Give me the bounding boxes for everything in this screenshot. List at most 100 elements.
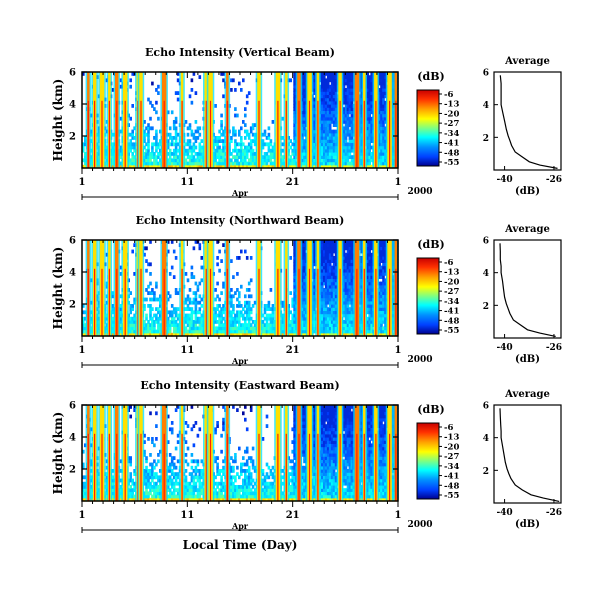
y-tick-label: 2 bbox=[69, 132, 76, 143]
profile-line bbox=[499, 408, 560, 502]
rain-column-peak bbox=[94, 433, 96, 501]
rain-column-peak bbox=[226, 100, 228, 168]
colorbar bbox=[416, 257, 440, 335]
profile-y-tick-label: 6 bbox=[483, 237, 489, 247]
profile-line bbox=[499, 75, 558, 169]
rain-column-peak bbox=[308, 100, 311, 168]
x-tick-label: 11 bbox=[180, 345, 194, 356]
rain-column-peak bbox=[389, 268, 391, 336]
rain-column-peak bbox=[209, 433, 212, 501]
colorbar-tick-label: -48 bbox=[444, 148, 459, 158]
rain-column-peak bbox=[356, 268, 358, 336]
y-axis-label: Height (km) bbox=[51, 412, 65, 495]
heatmap-cells bbox=[82, 405, 399, 502]
rain-column-peak bbox=[205, 268, 207, 336]
rain-column-peak bbox=[356, 433, 358, 501]
profile-x-tick-label: -26 bbox=[546, 343, 562, 353]
rain-column-peak bbox=[258, 100, 260, 168]
rain-column-peak bbox=[395, 433, 397, 501]
rain-column-peak bbox=[87, 433, 89, 501]
colorbar-label: (dB) bbox=[417, 238, 444, 251]
profile-y-tick-label: 4 bbox=[483, 269, 489, 279]
rain-column-peak bbox=[101, 268, 103, 336]
rain-column-peak bbox=[116, 433, 118, 501]
y-tick-label: 4 bbox=[69, 433, 76, 444]
rain-column-peak bbox=[163, 268, 165, 336]
heatmap-panel-2: Echo Intensity (Northward Beam) Height (k… bbox=[51, 214, 459, 368]
profile-line bbox=[499, 243, 556, 337]
month-label: Apr bbox=[231, 356, 249, 366]
rain-column-peak bbox=[317, 268, 319, 336]
colorbar-tick-label: -13 bbox=[444, 433, 459, 443]
y-tick-label: 2 bbox=[69, 465, 76, 476]
rain-column-peak bbox=[140, 268, 142, 336]
colorbar-tick-label: -34 bbox=[444, 129, 459, 139]
profile-frame bbox=[493, 404, 562, 504]
rain-column-peak bbox=[140, 433, 142, 501]
year-label: 2000 bbox=[407, 355, 432, 365]
rain-column-peak bbox=[389, 100, 391, 168]
profile-x-tick-label: -26 bbox=[546, 508, 562, 518]
rain-column-peak bbox=[226, 433, 228, 501]
colorbar-tick-label: -20 bbox=[444, 442, 459, 452]
rain-column-peak bbox=[258, 268, 260, 336]
rain-column-peak bbox=[363, 268, 365, 336]
rain-column-peak bbox=[298, 433, 300, 501]
profile-x-label: (dB) bbox=[515, 186, 540, 197]
average-profile-3: Average 2 4 6 -40 -26 (dB) bbox=[483, 389, 562, 530]
profile-y-tick-label: 6 bbox=[483, 402, 489, 412]
rain-column-peak bbox=[101, 433, 103, 501]
rain-column-peak bbox=[308, 433, 311, 501]
colorbar-tick-label: -6 bbox=[444, 258, 454, 268]
profile-y-tick-label: 2 bbox=[483, 302, 489, 312]
profile-x-label: (dB) bbox=[515, 519, 540, 530]
y-tick-label: 2 bbox=[69, 300, 76, 311]
colorbar-tick-label: -27 bbox=[444, 287, 459, 297]
profile-title: Average bbox=[504, 389, 550, 400]
y-tick-label: 4 bbox=[69, 268, 76, 279]
colorbar-tick-label: -13 bbox=[444, 268, 459, 278]
x-axis-label: Local Time (Day) bbox=[183, 538, 298, 552]
year-label: 2000 bbox=[407, 187, 432, 197]
heatmap-cells bbox=[82, 240, 399, 337]
month-label: Apr bbox=[231, 521, 249, 531]
colorbar-tick-label: -41 bbox=[444, 472, 459, 482]
rain-column-peak bbox=[298, 268, 300, 336]
rain-column-peak bbox=[94, 100, 96, 168]
average-profile-1: Average 2 4 6 -40 -26 (dB) bbox=[483, 56, 562, 197]
profile-x-tick-label: -40 bbox=[496, 175, 512, 185]
rain-column-peak bbox=[205, 433, 207, 501]
y-tick-label: 4 bbox=[69, 100, 76, 111]
profile-x-tick-label: -40 bbox=[496, 343, 512, 353]
x-tick-label: 1 bbox=[79, 177, 86, 188]
colorbar-tick-label: -34 bbox=[444, 462, 459, 472]
rain-column-peak bbox=[395, 100, 397, 168]
colorbar-tick-label: -48 bbox=[444, 481, 459, 491]
panel-title: Echo Intensity (Northward Beam) bbox=[136, 214, 345, 227]
rain-column-peak bbox=[163, 100, 165, 168]
x-tick-label: 21 bbox=[286, 345, 300, 356]
colorbar-tick-label: -6 bbox=[444, 90, 454, 100]
colorbar-label: (dB) bbox=[417, 70, 444, 83]
rain-column-peak bbox=[181, 100, 183, 168]
profile-title: Average bbox=[504, 56, 550, 67]
profile-frame bbox=[493, 239, 562, 339]
rain-column-peak bbox=[181, 433, 183, 501]
colorbar-tick-label: -41 bbox=[444, 139, 459, 149]
year-label: 2000 bbox=[407, 520, 432, 530]
rain-column-peak bbox=[205, 100, 207, 168]
colorbar-tick-label: -55 bbox=[444, 326, 459, 336]
rain-column-peak bbox=[339, 100, 341, 168]
rain-column-peak bbox=[395, 268, 397, 336]
rain-column-peak bbox=[209, 100, 212, 168]
rain-column-peak bbox=[108, 433, 110, 501]
y-tick-label: 6 bbox=[69, 236, 76, 247]
panel-title: Echo Intensity (Eastward Beam) bbox=[140, 379, 339, 392]
heatmap-panel-1: Echo Intensity (Vertical Beam) Height (km… bbox=[51, 46, 459, 200]
x-tick-label: 11 bbox=[180, 177, 194, 188]
rain-column-peak bbox=[124, 433, 126, 501]
rain-column-peak bbox=[363, 433, 365, 501]
colorbar-tick-label: -20 bbox=[444, 277, 459, 287]
rain-column-peak bbox=[389, 433, 391, 501]
